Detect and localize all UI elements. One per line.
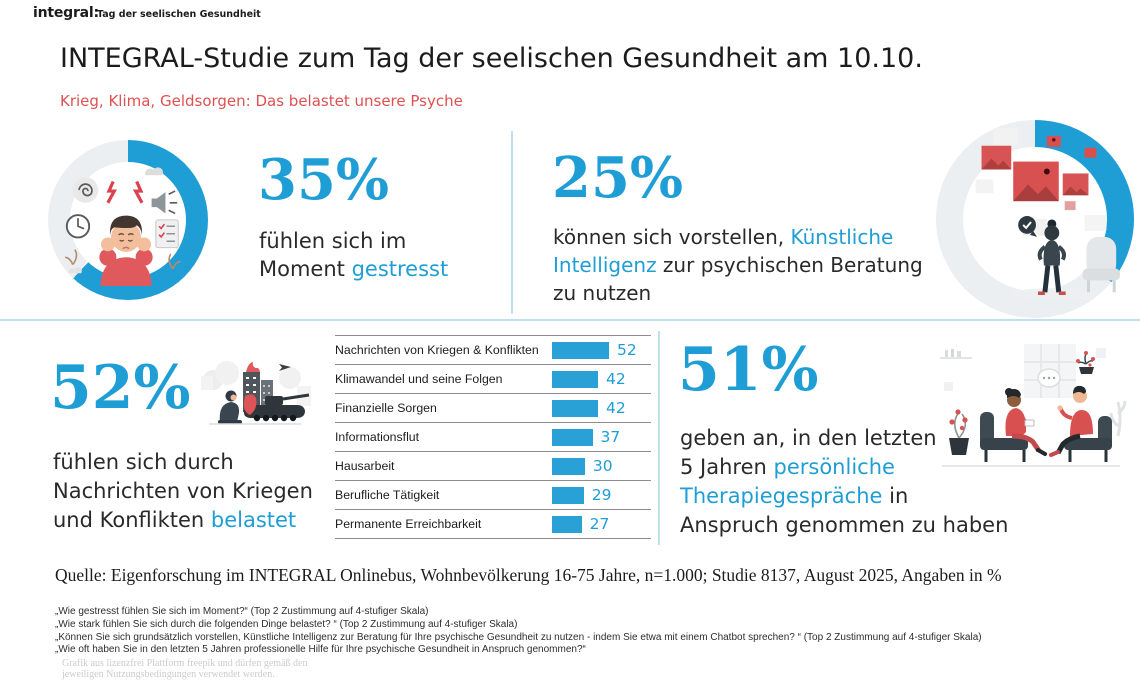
bar-row: Hausarbeit 30 [335, 452, 651, 481]
caption-text: in [882, 484, 909, 508]
caption-highlight: persönliche [773, 455, 895, 479]
stat-war-caption: fühlen sich durch Nachrichten von Kriegen… [53, 448, 313, 535]
stress-donut [48, 140, 208, 300]
bar [552, 370, 599, 388]
bar [552, 457, 585, 475]
bar-value: 37 [600, 428, 621, 446]
bar-row: Nachrichten von Kriegen & Konflikten 52 [335, 336, 651, 365]
stat-ai-value: 25% [552, 145, 684, 211]
ai-donut [936, 120, 1134, 318]
bar-value: 52 [617, 341, 637, 359]
bar-row: Permanente Erreichbarkeit 27 [335, 510, 651, 539]
caption-highlight: Therapiegespräche [680, 484, 883, 508]
bar [552, 341, 609, 359]
caption-highlight: Intelligenz [553, 253, 657, 277]
bar [552, 486, 584, 504]
bar-chart: Nachrichten von Kriegen & Konflikten 52 Kl… [335, 335, 651, 539]
bar-row: Informationsflut 37 [335, 423, 651, 452]
footnote-line: „Wie gestresst fühlen Sie sich im Moment… [55, 606, 429, 617]
caption-text: geben an, in den letzten [680, 426, 937, 450]
horizontal-divider [0, 319, 1140, 321]
bar-label: Nachrichten von Kriegen & Konflikten [335, 343, 539, 357]
caption-text: Moment [259, 257, 352, 281]
bar-row: Klimawandel und seine Folgen 42 [335, 365, 651, 394]
bar-value: 42 [606, 399, 626, 417]
stressed-woman-illustration [64, 167, 181, 286]
bar-label: Finanzielle Sorgen [335, 401, 437, 415]
therapy-session-illustration [940, 344, 1127, 467]
page-title: INTEGRAL-Studie zum Tag der seelischen G… [60, 43, 923, 74]
stat-therapy-value: 51% [678, 335, 819, 405]
bar-row: Finanzielle Sorgen 42 [335, 394, 651, 423]
bar-value: 27 [589, 515, 610, 533]
source-line: Quelle: Eigenforschung im INTEGRAL Onlin… [55, 565, 1002, 585]
caption-text: zu nutzen [553, 281, 652, 305]
footnotes: „Wie gestresst fühlen Sie sich im Moment… [55, 606, 982, 657]
integral-logo: integral: [33, 5, 99, 21]
caption-highlight: gestresst [351, 257, 449, 281]
page-subtitle: Krieg, Klima, Geldsorgen: Das belastet u… [60, 92, 463, 110]
bar-row: Berufliche Tätigkeit 29 [335, 481, 651, 510]
stat-therapy-caption: geben an, in den letzten 5 Jahren persönl… [680, 424, 1008, 540]
vertical-divider-top [511, 131, 513, 314]
stat-stress-value: 35% [258, 147, 390, 213]
vertical-divider-bottom [658, 331, 660, 545]
bar [552, 399, 599, 417]
caption-text: und Konflikten [53, 508, 211, 532]
ai-images-person-illustration [975, 127, 1121, 301]
footnote-line: „Wie stark fühlen Sie sich durch die fol… [55, 618, 518, 630]
bar-label: Klimawandel und seine Folgen [335, 372, 503, 386]
footnote-line: „Wie oft haben Sie in den letzten 5 Jahr… [55, 644, 586, 656]
caption-text: zur psychischen Beratung [656, 253, 923, 277]
bar [552, 428, 593, 446]
stat-stress-caption: fühlen sich im Moment gestresst [259, 227, 448, 283]
caption-highlight: belastet [210, 508, 297, 532]
stat-ai-caption: können sich vorstellen, Künstliche Intell… [553, 223, 923, 307]
caption-text: können sich vorstellen, [553, 225, 791, 249]
bar-label: Berufliche Tätigkeit [335, 488, 440, 502]
caption-text: Anspruch genommen zu haben [680, 513, 1009, 537]
caption-text: fühlen sich durch [53, 450, 234, 474]
caption-text: Nachrichten von Kriegen [53, 479, 313, 503]
stat-war-value: 52% [50, 353, 191, 423]
bar-value: 42 [606, 370, 626, 388]
caption-text: fühlen sich im [259, 229, 407, 253]
caption-text: 5 Jahren [680, 455, 774, 479]
bar-label: Permanente Erreichbarkeit [335, 517, 482, 531]
bar-value: 29 [591, 486, 612, 504]
credit-line: Grafik aus lizenzfrei Plattform freepik … [62, 658, 308, 669]
event-label: Tag der seelischen Gesundheit [97, 9, 261, 20]
image-credit: Grafik aus lizenzfrei Plattform freepik … [62, 658, 307, 680]
footnote-line: „Können Sie sich grundsätzlich vorstelle… [55, 631, 982, 643]
war-scene-illustration [201, 361, 311, 425]
credit-line: jeweiligen Nutzungsbedingungen verwendet… [62, 669, 275, 680]
bar [552, 515, 582, 533]
bar-label: Hausarbeit [335, 459, 395, 473]
bar-label: Informationsflut [335, 430, 420, 444]
bar-value: 30 [592, 457, 613, 475]
caption-highlight: Künstliche [790, 225, 894, 249]
